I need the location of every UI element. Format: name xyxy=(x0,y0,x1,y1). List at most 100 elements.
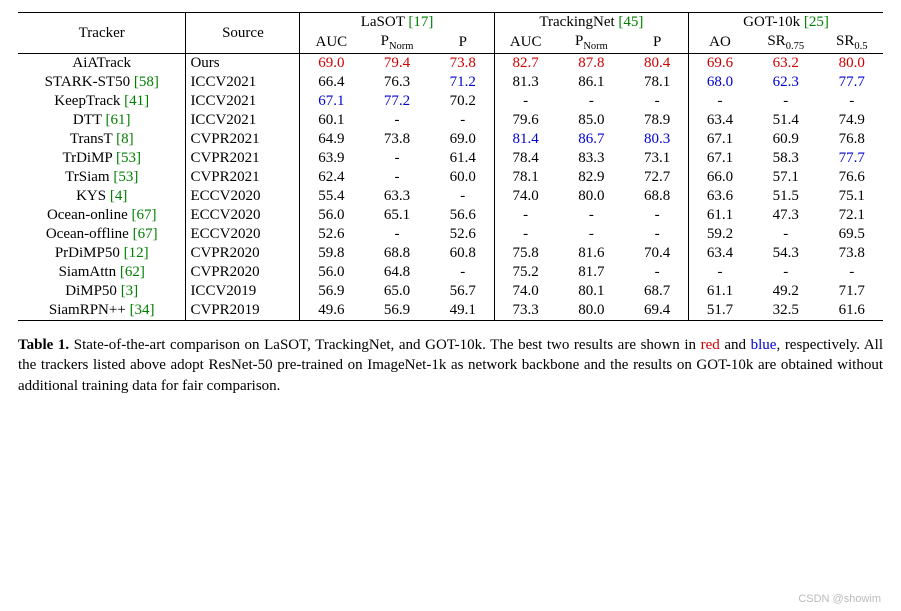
tracker-name-cell: SiamAttn [62] xyxy=(18,263,186,282)
value-cell: 61.6 xyxy=(821,301,884,321)
tracker-name-cell: PrDiMP50 [12] xyxy=(18,244,186,263)
cite-link[interactable]: [8] xyxy=(116,131,134,147)
value-cell: 78.1 xyxy=(494,168,556,187)
value-cell: 60.0 xyxy=(432,168,494,187)
value-cell: - xyxy=(821,263,884,282)
cite-link[interactable]: [17] xyxy=(408,14,433,30)
table-row: SiamRPN++ [34]CVPR201949.656.949.173.380… xyxy=(18,301,883,321)
source-cell: ICCV2019 xyxy=(186,282,300,301)
tracker-name-cell: TransT [8] xyxy=(18,130,186,149)
table-row: PrDiMP50 [12]CVPR202059.868.860.875.881.… xyxy=(18,244,883,263)
subheader-sr05: SR0.5 xyxy=(821,32,884,54)
value-cell: - xyxy=(362,111,432,130)
tracker-name-cell: TrDiMP [53] xyxy=(18,149,186,168)
value-cell: 57.1 xyxy=(751,168,821,187)
tracker-name-cell: Ocean-offline [67] xyxy=(18,225,186,244)
cite-link[interactable]: [25] xyxy=(804,14,829,30)
value-cell: 81.7 xyxy=(557,263,627,282)
source-cell: ECCV2020 xyxy=(186,206,300,225)
value-cell: 63.9 xyxy=(300,149,362,168)
cite-link[interactable]: [45] xyxy=(618,14,643,30)
value-cell: 73.8 xyxy=(362,130,432,149)
value-cell: 78.9 xyxy=(626,111,688,130)
subheader-p: P xyxy=(626,32,688,54)
cite-link[interactable]: [58] xyxy=(134,74,159,90)
value-cell: - xyxy=(557,225,627,244)
value-cell: 73.8 xyxy=(821,244,884,263)
cite-link[interactable]: [3] xyxy=(121,283,139,299)
value-cell: 62.4 xyxy=(300,168,362,187)
value-cell: 73.1 xyxy=(626,149,688,168)
cite-link[interactable]: [67] xyxy=(131,207,156,223)
table-row: DiMP50 [3]ICCV201956.965.056.774.080.168… xyxy=(18,282,883,301)
source-cell: CVPR2020 xyxy=(186,244,300,263)
value-cell: 56.9 xyxy=(362,301,432,321)
value-cell: 76.3 xyxy=(362,73,432,92)
table-row: AiATrackOurs69.079.473.882.787.880.469.6… xyxy=(18,54,883,74)
source-cell: ECCV2020 xyxy=(186,225,300,244)
value-cell: 81.6 xyxy=(557,244,627,263)
cite-link[interactable]: [62] xyxy=(120,264,145,280)
tracker-name-cell: TrSiam [53] xyxy=(18,168,186,187)
value-cell: 85.0 xyxy=(557,111,627,130)
source-cell: Ours xyxy=(186,54,300,74)
value-cell: 76.8 xyxy=(821,130,884,149)
cite-link[interactable]: [41] xyxy=(124,93,149,109)
value-cell: 75.2 xyxy=(494,263,556,282)
value-cell: 58.3 xyxy=(751,149,821,168)
header-group-trackingnet: TrackingNet [45] xyxy=(494,13,688,33)
cite-link[interactable]: [61] xyxy=(106,112,131,128)
subheader-pnorm: PNorm xyxy=(557,32,627,54)
caption-label: Table 1. xyxy=(18,337,69,353)
value-cell: - xyxy=(432,111,494,130)
cite-link[interactable]: [12] xyxy=(124,245,149,261)
value-cell: 79.6 xyxy=(494,111,556,130)
value-cell: - xyxy=(362,168,432,187)
table-row: STARK-ST50 [58]ICCV202166.476.371.281.38… xyxy=(18,73,883,92)
value-cell: 70.2 xyxy=(432,92,494,111)
value-cell: 59.8 xyxy=(300,244,362,263)
value-cell: 56.0 xyxy=(300,206,362,225)
value-cell: 80.1 xyxy=(557,282,627,301)
value-cell: - xyxy=(751,92,821,111)
tracker-name-cell: Ocean-online [67] xyxy=(18,206,186,225)
subheader-sr075: SR0.75 xyxy=(751,32,821,54)
value-cell: 86.7 xyxy=(557,130,627,149)
cite-link[interactable]: [4] xyxy=(110,188,128,204)
header-group-got10k: GOT-10k [25] xyxy=(689,13,883,33)
source-cell: ICCV2021 xyxy=(186,111,300,130)
cite-link[interactable]: [34] xyxy=(130,302,155,318)
cite-link[interactable]: [53] xyxy=(113,169,138,185)
source-cell: ECCV2020 xyxy=(186,187,300,206)
value-cell: 65.1 xyxy=(362,206,432,225)
value-cell: 77.7 xyxy=(821,149,884,168)
value-cell: - xyxy=(689,92,751,111)
tracker-name-cell: AiATrack xyxy=(18,54,186,74)
tracker-name-cell: SiamRPN++ [34] xyxy=(18,301,186,321)
tracker-name-cell: STARK-ST50 [58] xyxy=(18,73,186,92)
value-cell: 81.4 xyxy=(494,130,556,149)
watermark-text: CSDN @showim xyxy=(798,593,881,605)
value-cell: 64.9 xyxy=(300,130,362,149)
value-cell: 71.2 xyxy=(432,73,494,92)
value-cell: 61.1 xyxy=(689,282,751,301)
value-cell: - xyxy=(432,187,494,206)
value-cell: 69.5 xyxy=(821,225,884,244)
value-cell: - xyxy=(626,225,688,244)
value-cell: 72.1 xyxy=(821,206,884,225)
cite-link[interactable]: [67] xyxy=(133,226,158,242)
value-cell: 69.0 xyxy=(432,130,494,149)
value-cell: - xyxy=(494,206,556,225)
cite-link[interactable]: [53] xyxy=(116,150,141,166)
subheader-auc: AUC xyxy=(494,32,556,54)
value-cell: 68.8 xyxy=(626,187,688,206)
table-header: Tracker Source LaSOT [17] TrackingNet [4… xyxy=(18,13,883,54)
table-row: SiamAttn [62]CVPR202056.064.8-75.281.7--… xyxy=(18,263,883,282)
source-cell: CVPR2021 xyxy=(186,168,300,187)
value-cell: 80.0 xyxy=(557,301,627,321)
value-cell: 69.4 xyxy=(626,301,688,321)
value-cell: 75.1 xyxy=(821,187,884,206)
value-cell: 59.2 xyxy=(689,225,751,244)
value-cell: 51.4 xyxy=(751,111,821,130)
value-cell: 52.6 xyxy=(300,225,362,244)
